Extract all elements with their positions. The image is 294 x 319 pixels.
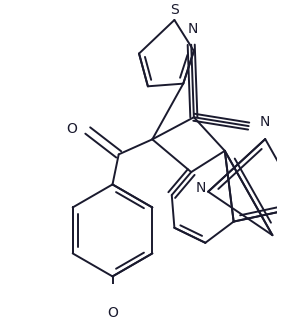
Text: S: S [170, 3, 179, 17]
Text: N: N [188, 22, 198, 36]
Text: N: N [196, 181, 206, 195]
Text: O: O [107, 307, 118, 319]
Text: N: N [259, 115, 270, 129]
Text: O: O [66, 122, 77, 136]
